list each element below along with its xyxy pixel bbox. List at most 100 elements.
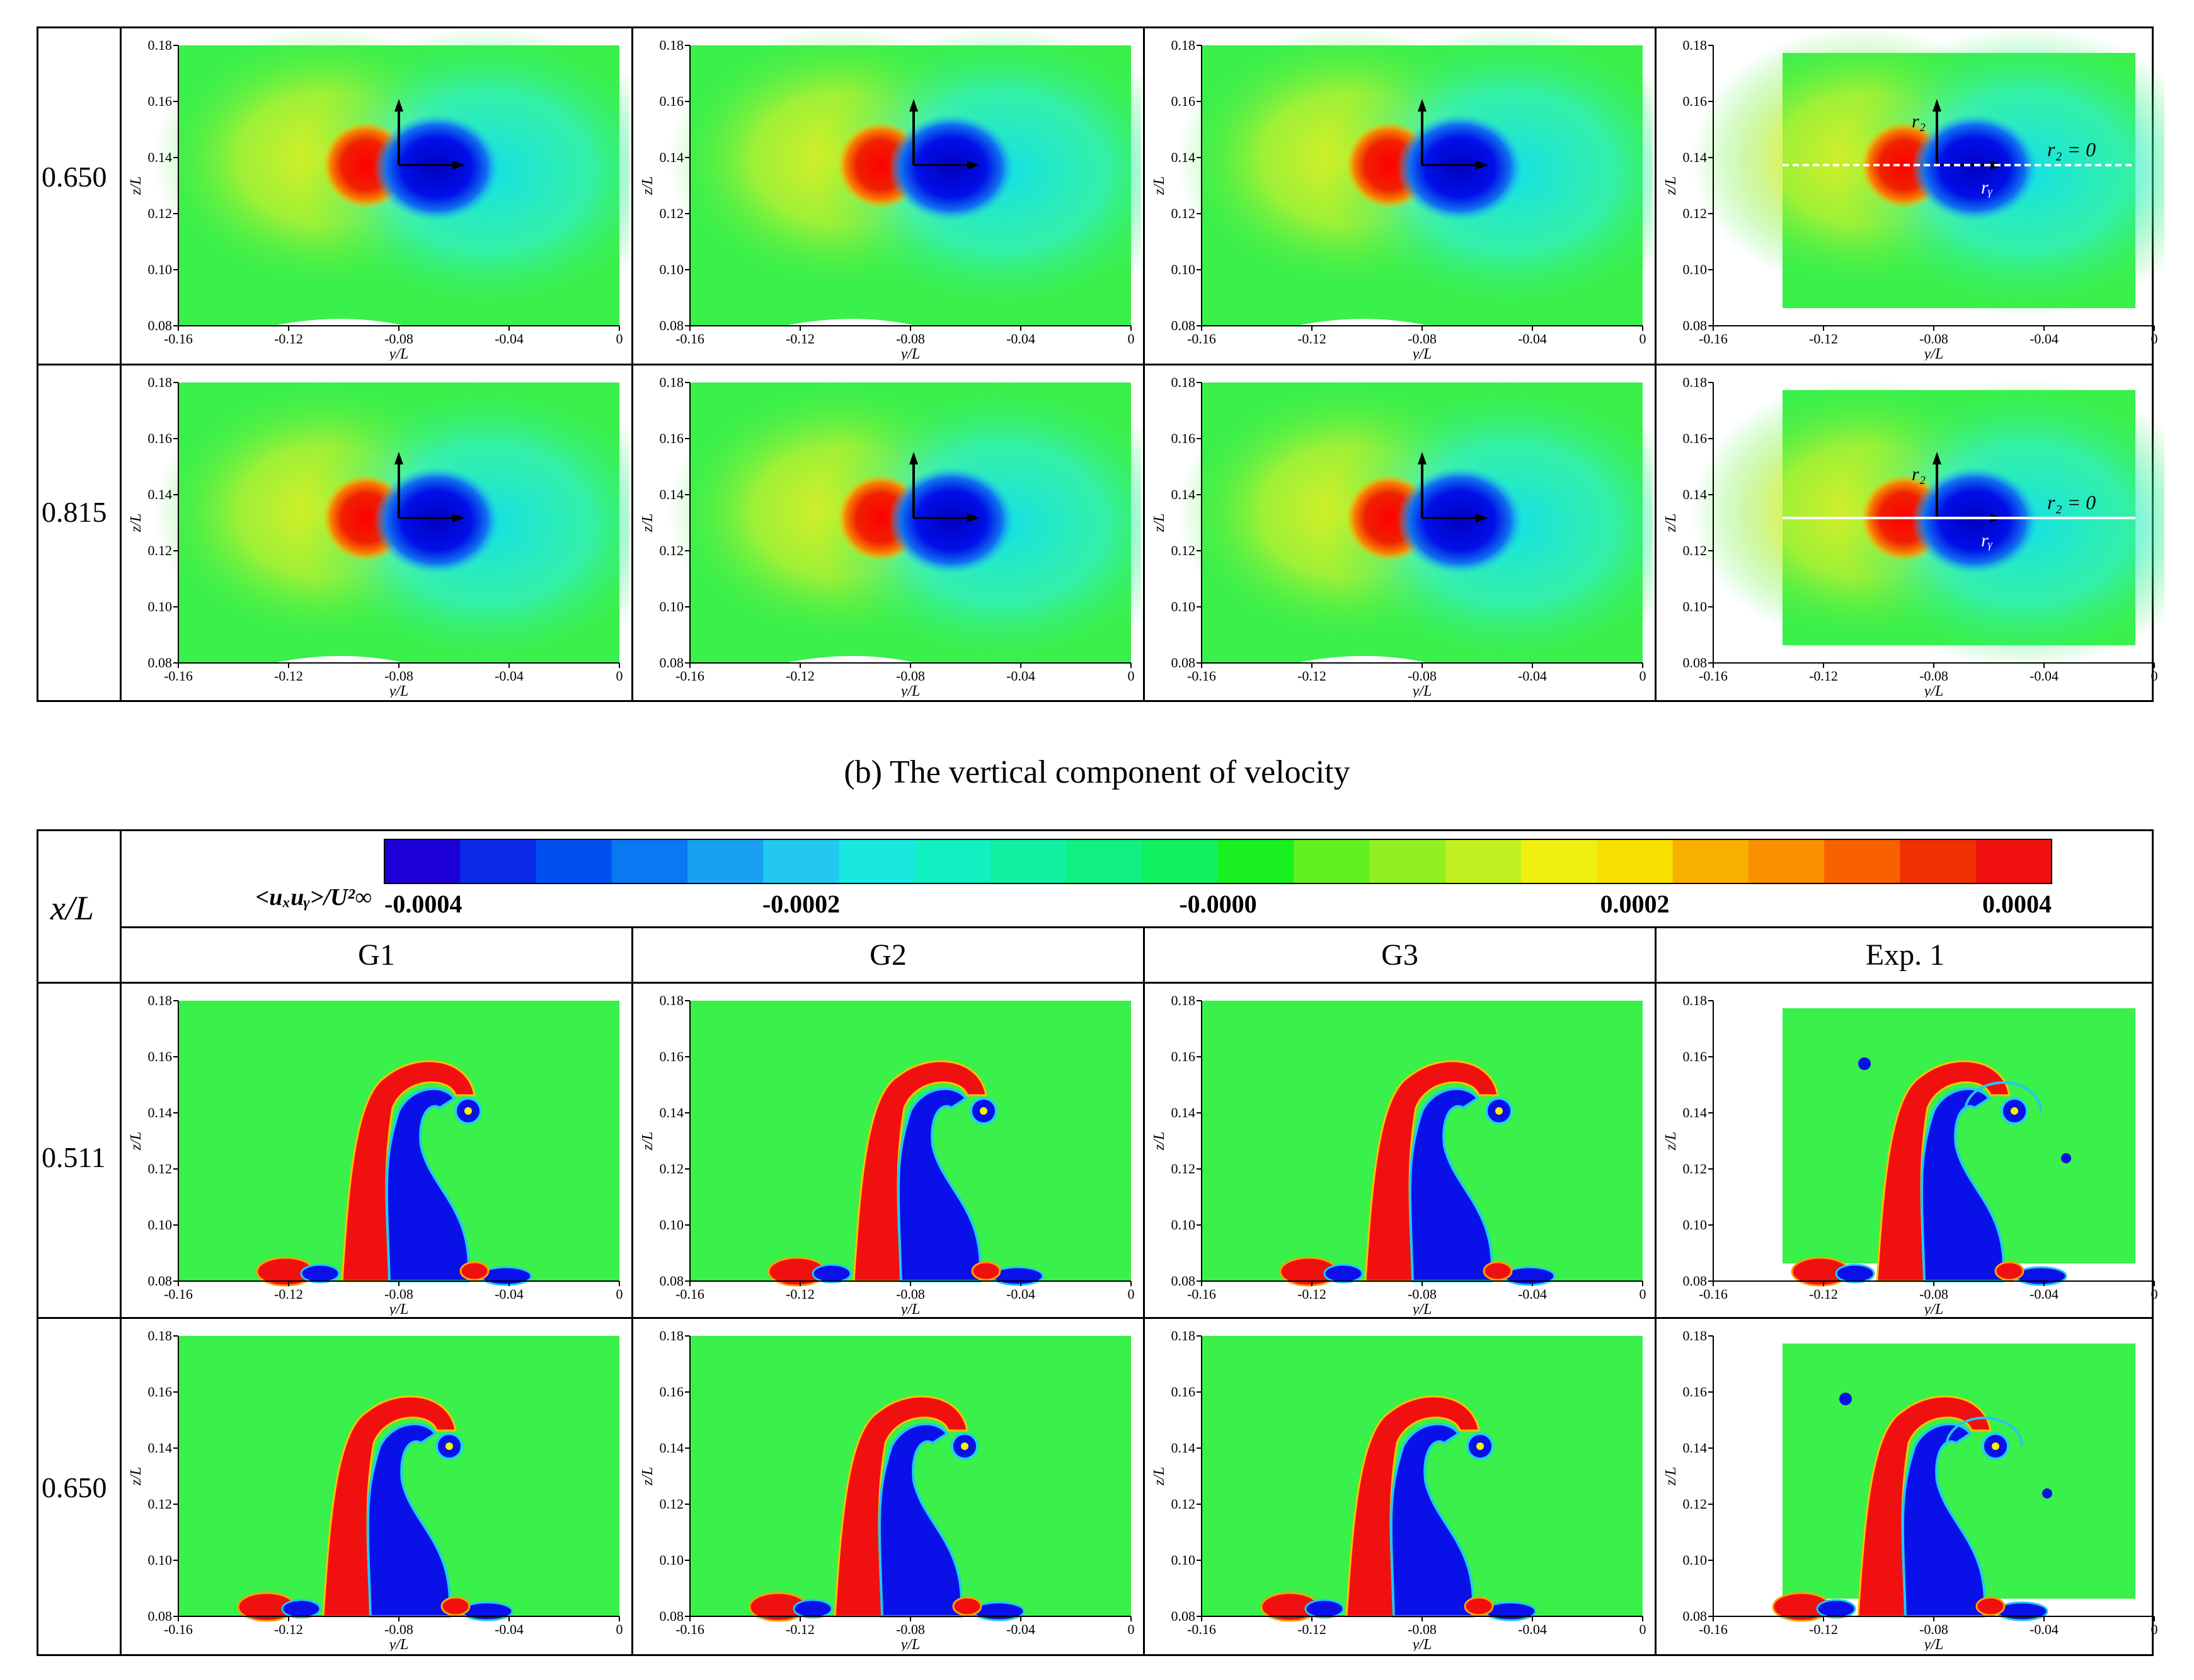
colorbar-tick-label: -0.0002 [762,890,840,918]
y-tick-label: 0.16 [660,1049,684,1064]
positive-blob [971,1261,1001,1281]
y-tick-label: 0.12 [1171,543,1196,558]
x-tick-label: -0.16 [164,1621,193,1637]
ry-arrowhead [967,514,980,522]
y-tick-label: 0.18 [1171,992,1196,1008]
y-tick-label: 0.10 [660,262,684,277]
row-label-top-1: 0.650 [42,161,107,193]
y-tick-label: 0.18 [148,37,173,53]
x-axis-title: y/L [900,1301,921,1316]
colorbar-swatch [1824,839,1900,883]
x-tick-label: 0 [1128,1286,1135,1302]
negative-blob [1323,1263,1364,1284]
vortex-center [2011,1107,2018,1115]
bottom-table [37,829,2154,1656]
colorbar-swatch [1597,839,1674,883]
y-tick-label: 0.12 [660,205,684,221]
y-tick-label: 0.08 [660,1273,684,1289]
x-tick-label: -0.16 [1699,1286,1728,1302]
negative-stress-sheet [878,1422,963,1618]
y-tick-label: 0.12 [660,1161,684,1177]
negative-blob [281,1599,321,1619]
y-tick-label: 0.12 [1683,1496,1708,1512]
positive-blob [952,1596,982,1616]
contour-plot: -0.16 -0.12 -0.08 -0.04 0 0.08 0.10 0.12 0.14 0.1… [640,1328,1135,1651]
y-tick-label: 0.12 [148,543,173,558]
y-axis-title: z/L [640,1132,656,1151]
y-tick-label: 0.16 [1683,430,1708,446]
y-tick-label: 0.18 [1171,37,1196,53]
y-axis-title: z/L [1151,1132,1168,1151]
contour-plot: -0.16 -0.12 -0.08 -0.04 0 0.08 0.10 0.12 0.14 0.1… [128,1328,623,1651]
x-tick-label: -0.16 [164,331,193,347]
x-tick-label: -0.16 [675,668,704,684]
colorbar-swatch [460,839,537,883]
caption-b: (b) The vertical component of velocity [844,754,1350,790]
negative-stress-sheet [385,1087,470,1282]
colorbar-swatch [1066,839,1143,883]
contour-plot: -0.16 -0.12 -0.08 -0.04 0 0.08 0.10 0.12 0.14 0.1… [640,374,1141,698]
y-tick-label: 0.12 [148,205,173,221]
small-vortex [2061,1153,2071,1163]
contour-plot: r₂ rᵧ r₂ = 0 -0.16 -0.12 -0.08 -0.04 0 0.08 0.10 0… [1663,374,2164,698]
colorbar-swatch [384,839,461,883]
colorbar-swatch [1672,839,1749,883]
y-tick-label: 0.16 [1171,1384,1196,1400]
contour-plot: -0.16 -0.12 -0.08 -0.04 0 0.08 0.10 0.12 0.14 0.1… [128,992,623,1316]
colorbar-swatch [1748,839,1825,883]
y-tick-label: 0.16 [660,1384,684,1400]
y-tick-label: 0.10 [1683,262,1708,277]
y-tick-label: 0.08 [660,318,684,333]
x-tick-label: -0.16 [1699,331,1728,347]
ry-arrowhead [452,514,465,522]
y-tick-label: 0.12 [1171,205,1196,221]
x-tick-label: -0.12 [274,1286,303,1302]
negative-blob [793,1599,833,1619]
colorbar-swatch [1900,839,1977,883]
x-tick-label: -0.12 [786,668,815,684]
x-tick-label: -0.16 [675,1621,704,1637]
rz-label: r₂ [1912,464,1926,485]
vortex-center [1495,1107,1503,1115]
x-tick-label: -0.16 [1187,1286,1216,1302]
rz-arrowhead [1933,99,1941,112]
y-tick-label: 0.18 [1171,374,1196,390]
y-axis-title: z/L [128,1132,144,1151]
x-tick-label: 0 [1640,668,1646,684]
y-tick-label: 0.12 [1683,543,1708,558]
vortex-center [464,1107,472,1115]
x-tick-label: -0.08 [1919,668,1948,684]
colorbar-swatch [914,839,991,883]
y-tick-label: 0.08 [1171,318,1196,333]
x-tick-label: -0.12 [1809,1286,1838,1302]
y-axis-title: z/L [128,514,144,532]
x-tick-label: -0.12 [1809,1621,1838,1637]
negative-stress-sheet [1389,1422,1474,1618]
y-tick-label: 0.18 [148,374,173,390]
y-tick-label: 0.14 [148,1105,173,1120]
y-tick-label: 0.18 [148,992,173,1008]
positive-blob [1483,1261,1513,1281]
negative-core [1912,467,2038,574]
y-tick-label: 0.08 [660,655,684,670]
y-tick-label: 0.18 [660,374,684,390]
x-tick-label: -0.04 [2030,1286,2059,1302]
rz-zero-label: r₂ = 0 [2047,491,2096,514]
vortex-center [445,1442,453,1450]
x-tick-label: -0.12 [786,1621,815,1637]
small-vortex [1839,1393,1852,1405]
y-tick-label: 0.14 [1683,1440,1708,1456]
x-tick-label: -0.12 [274,1621,303,1637]
x-tick-label: -0.08 [384,1621,413,1637]
x-tick-label: 0 [616,1621,623,1637]
y-axis-title: z/L [1663,1467,1679,1486]
y-tick-label: 0.08 [148,655,173,670]
y-tick-label: 0.08 [1171,1608,1196,1624]
negative-blob [300,1263,340,1284]
negative-core [374,467,500,574]
positive-blob [1464,1596,1494,1616]
x-tick-label: -0.12 [274,331,303,347]
y-tick-label: 0.14 [1171,1105,1196,1120]
contour-plot: -0.16 -0.12 -0.08 -0.04 0 0.08 0.10 0.12 0.14 0.1… [1151,992,1646,1316]
colorbar-swatch [839,839,916,883]
